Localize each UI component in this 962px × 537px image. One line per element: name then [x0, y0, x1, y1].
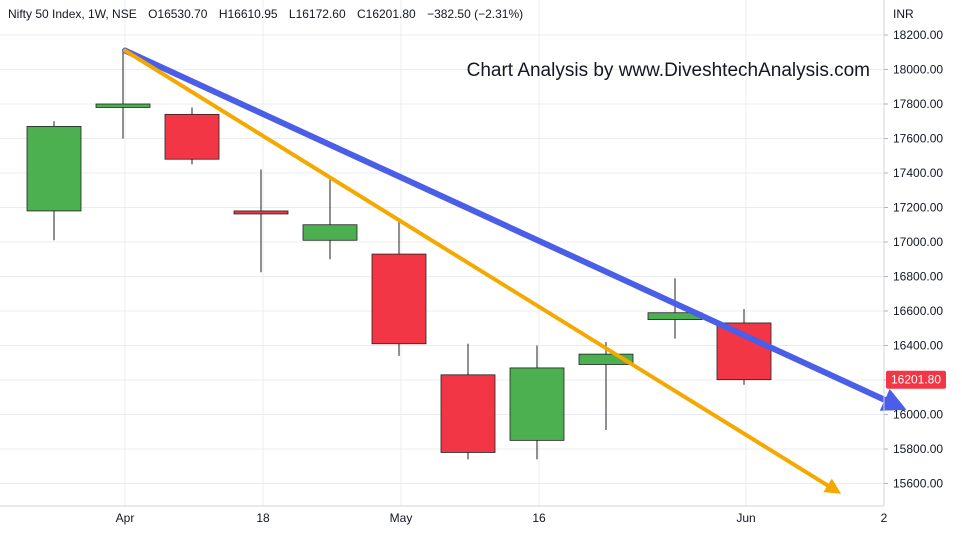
- candle-body-down: [233, 210, 289, 215]
- y-tick-label: 16400.00: [893, 339, 943, 353]
- candle: [647, 278, 703, 339]
- symbol-title: Nifty 50 Index, 1W, NSE: [8, 7, 137, 21]
- y-tick-label: 17000.00: [893, 235, 943, 249]
- y-tick-label: 17200.00: [893, 201, 943, 215]
- candle-body-down: [716, 322, 772, 381]
- y-tick-label: 18200.00: [893, 28, 943, 42]
- price-axis[interactable]: 15600.0015800.0016000.0016200.0016400.00…: [884, 28, 943, 491]
- y-tick-label: 15800.00: [893, 442, 943, 456]
- open-value: 16530.70: [157, 7, 207, 21]
- candles: [26, 50, 772, 460]
- change-value: −382.50 (−2.31%): [427, 7, 523, 21]
- high-value: 16610.95: [227, 7, 277, 21]
- candle: [440, 343, 496, 460]
- candle: [578, 342, 634, 431]
- x-tick-label: Apr: [116, 511, 135, 525]
- candle: [509, 345, 565, 460]
- chart-annotation: Chart Analysis by www.DiveshtechAnalysis…: [467, 60, 870, 81]
- trendlines: [122, 47, 907, 494]
- candle-body-up: [95, 103, 151, 108]
- candle: [233, 169, 289, 273]
- candle: [164, 107, 220, 165]
- y-tick-label: 16600.00: [893, 304, 943, 318]
- candle-body-up: [302, 224, 358, 241]
- y-tick-label: 16000.00: [893, 408, 943, 422]
- legend: Nifty 50 Index, 1W, NSE O16530.70 H16610…: [8, 7, 523, 21]
- last-price-value: 16201.80: [891, 373, 941, 387]
- candle-body-down: [440, 374, 496, 453]
- y-tick-label: 17600.00: [893, 132, 943, 146]
- y-tick-label: 15600.00: [893, 477, 943, 491]
- y-tick-label: 17800.00: [893, 97, 943, 111]
- blue-trendline: [122, 47, 907, 411]
- time-axis[interactable]: Apr 18 May 16 Jun 2: [116, 511, 888, 525]
- currency-label: INR: [893, 7, 914, 21]
- candle: [302, 176, 358, 260]
- candle: [26, 121, 82, 241]
- y-tick-label: 17400.00: [893, 166, 943, 180]
- y-tick-label: 18000.00: [893, 63, 943, 77]
- candle-body-up: [26, 126, 82, 212]
- last-price-tag: 16201.80: [886, 370, 946, 389]
- candle-body-up: [509, 367, 565, 441]
- candle: [716, 309, 772, 385]
- x-tick-label: Jun: [736, 511, 755, 525]
- candle-body-down: [371, 253, 427, 345]
- x-tick-label: 18: [256, 511, 270, 525]
- x-tick-label: May: [390, 511, 413, 525]
- orange-trendline: [123, 48, 842, 494]
- close-value: 16201.80: [366, 7, 416, 21]
- candle-body-up: [578, 353, 634, 365]
- x-tick-label: 16: [532, 511, 546, 525]
- x-tick-label: 2: [881, 511, 888, 525]
- candle-body-down: [164, 113, 220, 160]
- candle: [371, 219, 427, 356]
- candle: [95, 50, 151, 139]
- y-tick-label: 16800.00: [893, 270, 943, 284]
- low-value: 16172.60: [296, 7, 346, 21]
